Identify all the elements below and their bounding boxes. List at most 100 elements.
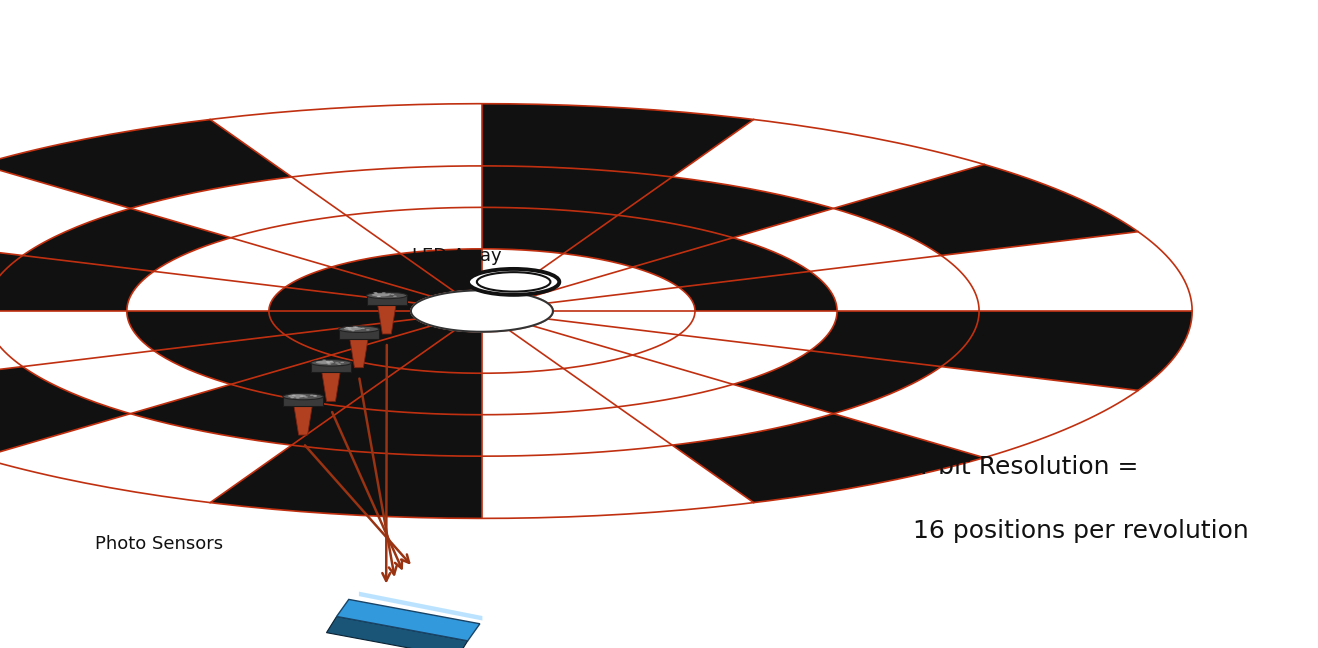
- Polygon shape: [401, 330, 482, 373]
- Polygon shape: [633, 238, 811, 287]
- Polygon shape: [283, 397, 323, 406]
- Ellipse shape: [468, 269, 559, 295]
- Polygon shape: [618, 384, 833, 445]
- Polygon shape: [231, 215, 401, 267]
- Polygon shape: [210, 104, 482, 177]
- Ellipse shape: [322, 360, 326, 361]
- Ellipse shape: [327, 362, 331, 364]
- Ellipse shape: [326, 361, 330, 362]
- Polygon shape: [0, 311, 22, 390]
- Polygon shape: [0, 119, 291, 209]
- Polygon shape: [509, 253, 633, 296]
- Polygon shape: [22, 351, 231, 413]
- Polygon shape: [0, 311, 154, 367]
- Polygon shape: [231, 355, 401, 407]
- Polygon shape: [327, 616, 468, 648]
- Polygon shape: [339, 329, 380, 338]
- Ellipse shape: [366, 292, 407, 299]
- Ellipse shape: [304, 397, 308, 398]
- Polygon shape: [401, 249, 482, 292]
- Polygon shape: [618, 177, 833, 238]
- Text: LED Array: LED Array: [413, 247, 502, 265]
- Polygon shape: [331, 253, 455, 296]
- Polygon shape: [378, 305, 395, 334]
- Ellipse shape: [373, 292, 377, 294]
- Ellipse shape: [377, 295, 381, 297]
- Ellipse shape: [361, 328, 365, 329]
- Polygon shape: [130, 177, 347, 238]
- Polygon shape: [0, 255, 154, 311]
- Polygon shape: [482, 330, 564, 373]
- Polygon shape: [366, 295, 407, 305]
- Polygon shape: [482, 249, 564, 292]
- Polygon shape: [811, 255, 979, 311]
- Polygon shape: [0, 367, 130, 457]
- Polygon shape: [269, 287, 416, 311]
- Ellipse shape: [477, 272, 551, 292]
- Polygon shape: [349, 338, 368, 367]
- Polygon shape: [833, 165, 1139, 255]
- Ellipse shape: [335, 362, 339, 364]
- Ellipse shape: [348, 329, 352, 330]
- Polygon shape: [482, 369, 618, 415]
- Ellipse shape: [348, 327, 352, 329]
- Ellipse shape: [351, 330, 355, 331]
- Polygon shape: [311, 363, 352, 372]
- Polygon shape: [532, 319, 679, 355]
- Polygon shape: [482, 407, 672, 456]
- Ellipse shape: [387, 294, 391, 295]
- Polygon shape: [127, 311, 285, 351]
- Polygon shape: [482, 445, 754, 518]
- Polygon shape: [269, 311, 416, 335]
- Ellipse shape: [330, 361, 333, 362]
- Ellipse shape: [291, 395, 295, 396]
- Ellipse shape: [382, 292, 386, 294]
- Ellipse shape: [393, 295, 397, 297]
- Ellipse shape: [340, 362, 344, 363]
- Ellipse shape: [390, 294, 394, 295]
- Polygon shape: [941, 311, 1193, 390]
- Polygon shape: [633, 335, 811, 384]
- Polygon shape: [347, 369, 482, 415]
- Ellipse shape: [310, 395, 314, 396]
- Polygon shape: [833, 367, 1139, 457]
- Polygon shape: [154, 335, 331, 384]
- Polygon shape: [941, 232, 1193, 311]
- Polygon shape: [285, 267, 432, 303]
- Polygon shape: [291, 166, 482, 215]
- Ellipse shape: [366, 329, 370, 330]
- Polygon shape: [482, 166, 672, 215]
- Polygon shape: [679, 311, 837, 351]
- Ellipse shape: [353, 327, 357, 328]
- Polygon shape: [130, 384, 347, 445]
- Polygon shape: [285, 319, 432, 355]
- Ellipse shape: [311, 360, 352, 366]
- Ellipse shape: [290, 397, 294, 399]
- Polygon shape: [336, 599, 480, 641]
- Polygon shape: [358, 592, 482, 621]
- Polygon shape: [0, 232, 22, 311]
- Ellipse shape: [337, 364, 341, 365]
- Polygon shape: [322, 372, 340, 401]
- Polygon shape: [127, 272, 285, 311]
- Polygon shape: [672, 119, 985, 209]
- Polygon shape: [564, 355, 733, 407]
- Ellipse shape: [327, 364, 331, 365]
- Polygon shape: [482, 104, 754, 177]
- Polygon shape: [411, 290, 554, 332]
- Ellipse shape: [295, 397, 299, 399]
- Polygon shape: [679, 272, 837, 311]
- Ellipse shape: [339, 326, 380, 332]
- Text: Photo Sensors: Photo Sensors: [95, 535, 223, 553]
- Ellipse shape: [301, 395, 303, 397]
- Polygon shape: [547, 287, 695, 311]
- Polygon shape: [154, 238, 331, 287]
- Ellipse shape: [374, 292, 378, 294]
- Ellipse shape: [314, 395, 316, 397]
- Polygon shape: [532, 267, 679, 303]
- Polygon shape: [22, 209, 231, 272]
- Ellipse shape: [344, 327, 362, 330]
- Ellipse shape: [316, 361, 333, 364]
- Polygon shape: [331, 326, 455, 369]
- Polygon shape: [291, 407, 482, 456]
